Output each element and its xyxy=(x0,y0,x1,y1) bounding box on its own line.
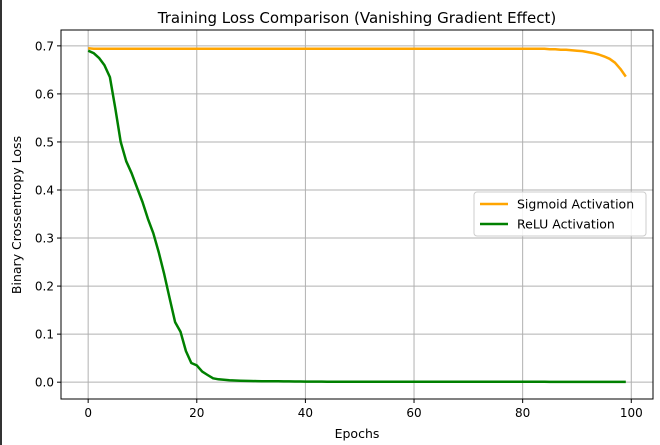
y-axis-label: Binary Crossentropy Loss xyxy=(9,136,24,294)
y-tick-label: 0.7 xyxy=(35,39,54,53)
legend-label-sigmoid: Sigmoid Activation xyxy=(517,197,634,212)
x-tick-label: 40 xyxy=(298,406,313,420)
x-tick-label: 100 xyxy=(620,406,643,420)
x-tick-label: 0 xyxy=(84,406,92,420)
x-axis-label: Epochs xyxy=(335,426,380,441)
y-tick-label: 0.6 xyxy=(35,87,54,101)
plot-frame xyxy=(60,29,654,400)
y-tick-label: 0.0 xyxy=(35,376,54,390)
series-line-relu xyxy=(87,49,626,384)
chart-title: Training Loss Comparison (Vanishing Grad… xyxy=(157,9,556,27)
window-edge xyxy=(0,0,2,445)
y-tick-label: 0.2 xyxy=(35,280,54,294)
x-tick-label: 60 xyxy=(406,406,421,420)
series-line-sigmoid xyxy=(88,47,627,78)
y-tick-label: 0.4 xyxy=(35,183,54,197)
x-tick-label: 20 xyxy=(189,406,204,420)
grid xyxy=(61,30,653,399)
ticks: 0 20 40 60 80 100 0.0 0.1 0.2 0.3 0.4 0.5 0.6 0.7 xyxy=(35,39,643,420)
legend-box xyxy=(473,191,647,237)
series-lines xyxy=(87,47,627,384)
y-tick-label: 0.3 xyxy=(35,232,54,246)
y-tick-label: 0.1 xyxy=(35,328,54,342)
y-tick-label: 0.5 xyxy=(35,135,54,149)
legend-label-relu: ReLU Activation xyxy=(517,217,615,232)
legend: Sigmoid Activation ReLU Activation xyxy=(473,191,647,237)
x-tick-label: 80 xyxy=(515,406,530,420)
